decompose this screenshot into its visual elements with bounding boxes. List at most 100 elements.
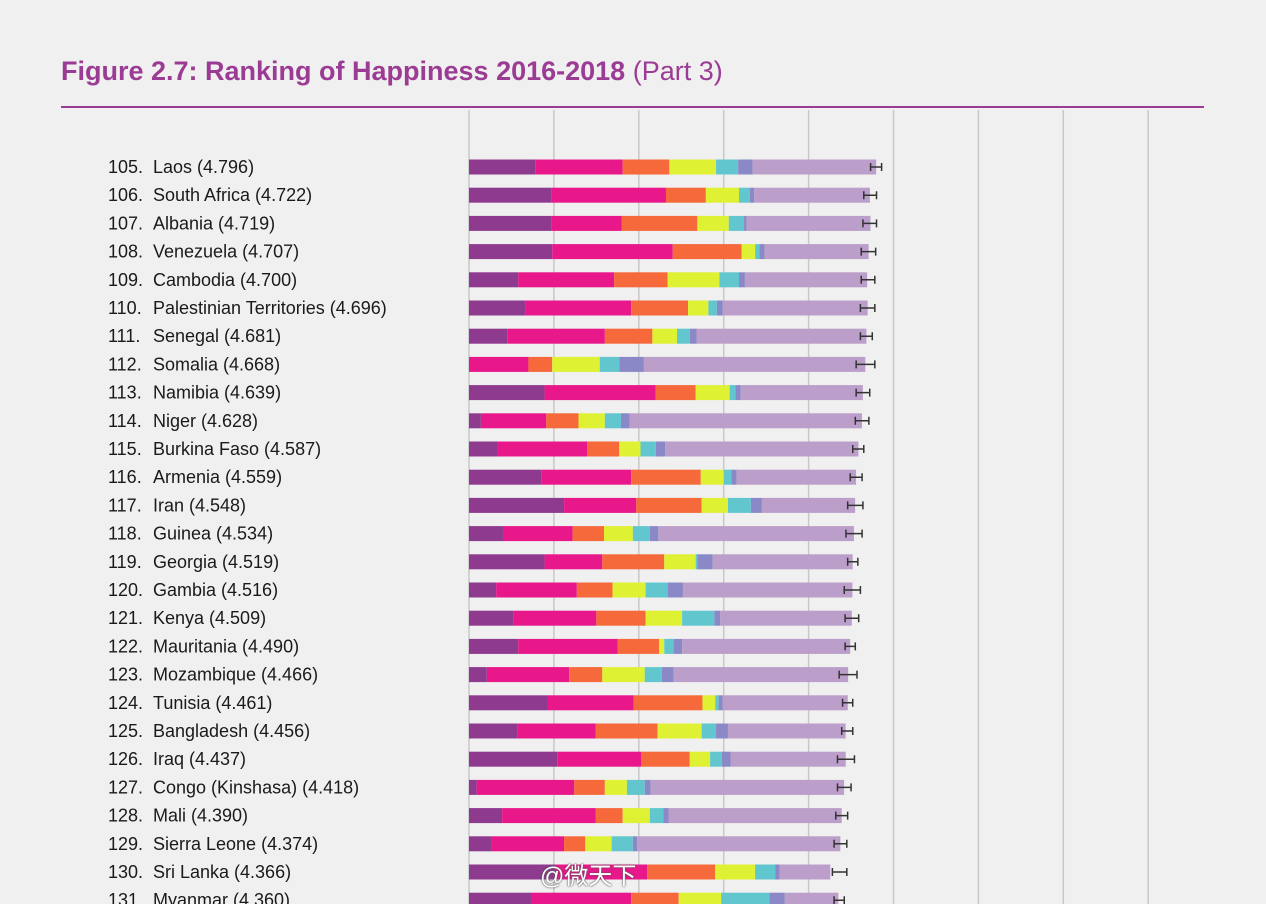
- bar-segment-blue-violet: [689, 328, 697, 344]
- bar-segment-blue-violet: [716, 723, 728, 739]
- bar-segment-lavender: [637, 836, 841, 852]
- country-label: Namibia (4.639): [153, 383, 281, 403]
- bar-segment-teal: [701, 723, 717, 739]
- error-bar: [836, 755, 856, 764]
- bar-segment-blue-violet: [775, 864, 780, 880]
- country-label: Sri Lanka (4.366): [153, 862, 291, 882]
- rank-label: 125.: [108, 721, 143, 741]
- country-row: 106. South Africa (4.722): [108, 185, 878, 205]
- bar-segment-lavender: [643, 356, 866, 372]
- country-row: 116. Armenia (4.559): [108, 467, 863, 487]
- bar-segment-lavender: [754, 187, 870, 203]
- country-row: 128. Mali (4.390): [108, 806, 849, 826]
- country-row: 114. Niger (4.628): [108, 411, 870, 431]
- bar-segment-yellow-green: [578, 413, 605, 429]
- bar-segment-dark-purple: [469, 215, 552, 231]
- bar-segment-orange: [622, 159, 670, 175]
- country-row: 110. Palestinian Territories (4.696): [108, 298, 876, 318]
- country-row: 105. Laos (4.796): [108, 157, 883, 177]
- bar-segment-lavender: [740, 385, 863, 401]
- error-bar: [851, 445, 865, 453]
- bar-segment-yellow-green: [741, 244, 756, 260]
- country-label: Georgia (4.519): [153, 552, 279, 572]
- bar-segment-magenta: [491, 836, 565, 852]
- bar-segment-dark-purple: [469, 610, 514, 626]
- bar-segment-lavender: [744, 272, 868, 288]
- error-bar: [869, 163, 883, 171]
- error-bar: [863, 191, 878, 200]
- bar-segment-blue-violet: [750, 497, 762, 513]
- bar-segment-blue-violet: [667, 582, 683, 598]
- bar-segment-lavender: [784, 892, 839, 904]
- bar-segment-magenta: [564, 497, 637, 513]
- bar-segment-magenta: [525, 300, 632, 316]
- country-label: South Africa (4.722): [153, 185, 312, 205]
- bar-segment-lavender: [761, 497, 856, 513]
- bar-segment-orange: [596, 610, 646, 626]
- bar-segment-yellow-green: [689, 751, 711, 767]
- country-row: 123. Mozambique (4.466): [108, 665, 858, 685]
- bar-segment-yellow-green: [697, 215, 729, 231]
- error-bar: [841, 698, 854, 707]
- rank-label: 119.: [108, 552, 142, 572]
- bar-segment-yellow-green: [604, 779, 627, 795]
- bar-segment-dark-purple: [469, 779, 477, 795]
- bar-segment-teal: [640, 441, 656, 457]
- bar-segment-orange: [569, 667, 603, 683]
- bar-segment-dark-purple: [469, 808, 503, 824]
- bar-segment-yellow-green: [664, 554, 696, 570]
- country-row: 131. Myanmar (4.360): [108, 890, 846, 904]
- rank-label: 108.: [108, 242, 143, 262]
- bar-segment-yellow-green: [603, 526, 633, 542]
- country-label: Mauritania (4.490): [153, 636, 299, 656]
- bar-segment-magenta: [518, 638, 618, 654]
- rank-label: 115.: [108, 439, 142, 459]
- rank-label: 109.: [108, 270, 143, 290]
- bar-segment-orange: [665, 187, 706, 203]
- error-bar: [844, 614, 860, 623]
- bar-segment-blue-violet: [714, 610, 721, 626]
- country-row: 107. Albania (4.719): [108, 213, 878, 233]
- bar-segment-blue-violet: [718, 695, 723, 711]
- bar-segment-teal: [599, 356, 620, 372]
- rank-label: 117.: [108, 495, 142, 515]
- rank-label: 126.: [108, 749, 143, 769]
- bar-segment-lavender: [658, 526, 854, 542]
- bar-segment-yellow-green: [695, 385, 730, 401]
- bar-segment-orange: [604, 328, 653, 344]
- bar-segment-teal: [626, 779, 645, 795]
- bar-segment-teal: [682, 610, 715, 626]
- rank-label: 124.: [108, 693, 143, 713]
- country-row: 115. Burkina Faso (4.587): [108, 439, 865, 459]
- bar-segment-lavender: [668, 808, 842, 824]
- bar-segment-orange: [576, 582, 613, 598]
- bar-segment-lavender: [764, 244, 869, 260]
- bar-segment-lavender: [665, 441, 859, 457]
- bar-segment-orange: [614, 272, 668, 288]
- rank-label: 111.: [108, 326, 140, 346]
- rank-label: 130.: [108, 862, 143, 882]
- bar-segment-yellow-green: [688, 300, 709, 316]
- country-row: 109. Cambodia (4.700): [108, 270, 876, 290]
- bar-segment-orange: [546, 413, 579, 429]
- bar-segment-magenta: [530, 892, 632, 904]
- country-label: Tunisia (4.461): [153, 693, 272, 713]
- bar-segment-lavender: [696, 328, 867, 344]
- bar-segment-dark-purple: [469, 244, 553, 260]
- error-bar: [846, 501, 864, 510]
- bar-segment-yellow-green: [585, 836, 612, 852]
- country-row: 125. Bangladesh (4.456): [108, 721, 854, 741]
- error-bar: [845, 529, 863, 538]
- bar-segment-magenta: [547, 695, 634, 711]
- bar-segment-blue-violet: [620, 413, 630, 429]
- rank-label: 112.: [108, 354, 142, 374]
- bar-segment-dark-purple: [469, 328, 508, 344]
- error-bar: [835, 811, 849, 820]
- country-label: Armenia (4.559): [153, 467, 282, 487]
- bar-segment-teal: [664, 638, 674, 654]
- bar-segment-teal: [645, 582, 668, 598]
- error-bar: [833, 839, 848, 848]
- bar-segment-dark-purple: [469, 413, 481, 429]
- country-row: 118. Guinea (4.534): [108, 524, 863, 544]
